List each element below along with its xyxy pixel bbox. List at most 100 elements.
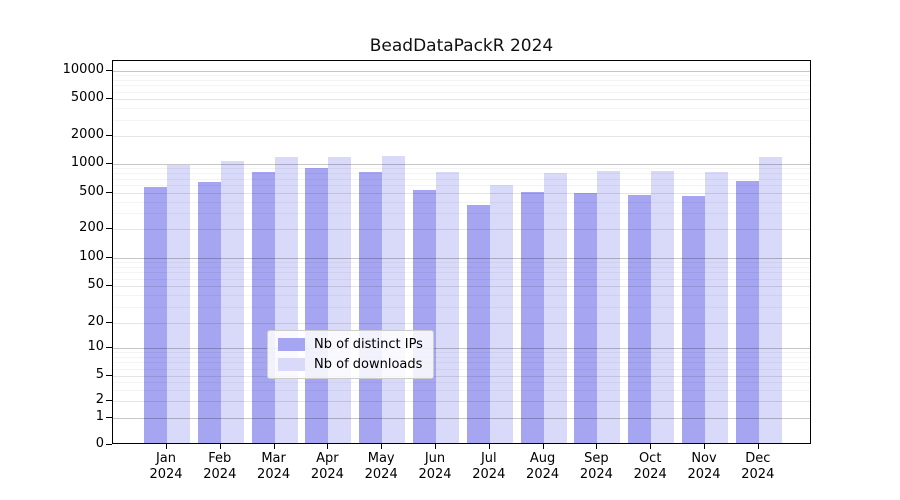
y-tick-mark [106,322,112,323]
y-tick-label: 2000 [70,126,104,142]
gridline [113,323,810,324]
gridline-minor [113,362,810,364]
gridline-minor [113,201,810,203]
bar-downloads-jun [436,171,459,443]
bar-distinct-ips-nov [682,196,705,443]
y-tick-label: 10000 [62,61,104,77]
gridline-minor [113,352,810,354]
gridline-minor [113,85,810,87]
y-tick-label: 1 [95,409,104,424]
x-tick-mark [542,444,544,449]
bar-distinct-ips-jan [144,187,167,443]
gridline [113,375,810,377]
bar-distinct-ips-jun [413,190,436,443]
x-tick-mark [219,444,221,449]
y-tick-label: 0 [95,436,104,451]
x-tick-mark [327,444,329,449]
x-tick-label-jul: Jul 2024 [472,451,506,482]
legend-label-distinct-ips: Nb of distinct IPs [314,337,423,352]
gridline-minor [113,295,810,296]
x-tick-label-apr: Apr 2024 [310,451,344,482]
chart-title: BeadDataPackR 2024 [369,36,554,56]
y-tick-mark [106,69,112,71]
y-tick-mark [106,134,112,136]
gridline [113,99,810,101]
y-tick-mark [106,417,112,418]
x-tick-mark [381,444,383,449]
gridline [113,135,810,137]
y-tick-mark [106,444,112,445]
gridline-minor [113,389,810,391]
bar-distinct-ips-jul [466,205,490,443]
y-tick-label: 10 [87,339,104,354]
bar-downloads-jan [167,165,190,443]
gridline [113,400,810,402]
y-tick-label: 5000 [70,90,104,106]
gridline-minor [113,178,810,180]
x-tick-mark [650,444,652,449]
x-tick-mark [488,444,490,449]
x-tick-label-aug: Aug 2024 [526,451,560,482]
bar-downloads-dec [758,156,782,443]
gridline-minor [113,80,810,81]
bar-distinct-ips-sep [574,192,598,443]
x-tick-mark [273,444,275,449]
gridline-minor [113,262,810,264]
y-tick-mark [106,256,112,258]
bar-distinct-ips-aug [520,191,544,443]
gridline-minor [113,382,810,384]
legend-swatch-distinct-ips-icon [278,338,305,351]
y-tick-mark [106,399,112,401]
gridline-minor [113,213,810,215]
gridline [113,192,810,194]
gridline-minor [113,278,810,280]
y-tick-label: 200 [79,220,104,235]
x-tick-label-jun: Jun 2024 [418,451,452,482]
legend: Nb of distinct IPs Nb of downloads [267,330,434,379]
plot-area [112,60,811,444]
gridline [113,163,810,165]
legend-entry-downloads: Nb of downloads [278,357,423,372]
bar-downloads-oct [651,171,675,443]
x-tick-label-oct: Oct 2024 [633,451,667,482]
y-tick-label: 1000 [70,154,104,170]
bar-distinct-ips-dec [735,181,759,443]
gridline [113,285,810,287]
y-tick-label: 20 [87,314,104,329]
y-tick-mark [106,347,112,348]
x-tick-mark [596,444,598,449]
x-tick-mark [166,444,167,449]
gridline [113,229,810,230]
x-tick-label-jan: Jan 2024 [149,451,183,482]
gridline-minor [113,119,810,121]
x-tick-label-sep: Sep 2024 [579,451,613,482]
bar-downloads-nov [705,172,728,443]
y-tick-mark [106,162,112,164]
x-tick-mark [704,444,705,449]
legend-label-downloads: Nb of downloads [314,357,423,372]
gridline [113,70,810,72]
x-tick-label-nov: Nov 2024 [687,451,721,482]
y-tick-label: 500 [79,183,104,199]
y-tick-mark [106,228,112,229]
bar-distinct-ips-feb [197,181,221,443]
legend-entry-distinct-ips: Nb of distinct IPs [278,337,423,352]
gridline-minor [113,272,810,274]
y-tick-mark [106,284,112,286]
y-tick-label: 50 [87,276,104,292]
legend-swatch-downloads-icon [278,358,305,371]
gridline-minor [113,185,810,187]
bar-downloads-feb [220,160,244,443]
x-tick-mark [435,444,436,449]
x-tick-label-dec: Dec 2024 [741,451,775,482]
gridline [113,348,810,349]
gridline-minor [113,357,810,358]
bar-downloads-sep [597,171,621,443]
gridline-minor [113,91,810,93]
y-tick-label: 100 [79,248,104,264]
y-tick-label: 5 [95,366,104,382]
gridline-minor [113,306,810,308]
bar-distinct-ips-oct [628,195,652,443]
gridline-minor [113,368,810,370]
gridline-minor [113,168,810,170]
